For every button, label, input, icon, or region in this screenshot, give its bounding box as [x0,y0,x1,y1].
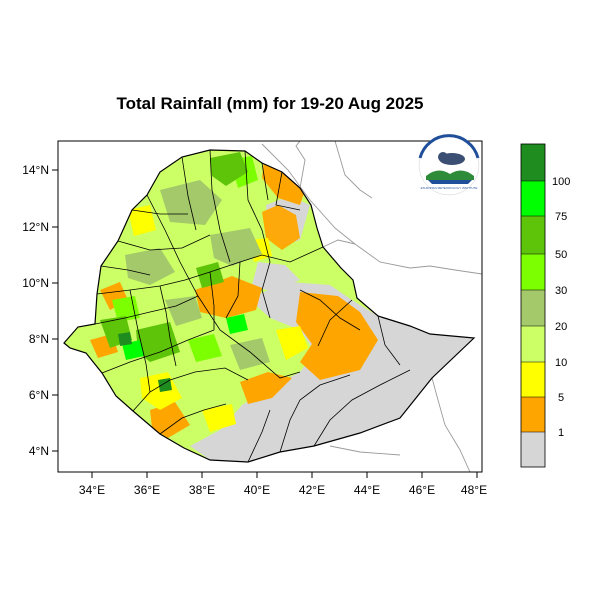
country-outline [63,149,476,463]
admin-boundaries [94,150,411,462]
x-tick-label: 38°E [189,483,215,497]
legend-swatch [521,181,545,216]
legend-label: 100 [552,176,570,188]
legend-label: 1 [558,427,564,439]
legend-label: 50 [555,249,567,261]
legend-swatch [521,216,545,254]
map-frame [57,140,483,473]
y-tick-label: 4°N [29,444,49,458]
axis-ticks [52,169,478,478]
institute-logo: ETHIOPIAN METEOROLOGY INSTITUTE [418,134,480,196]
x-tick-label: 42°E [299,483,325,497]
y-tick-label: 14°N [22,163,49,177]
legend-swatch [521,144,545,181]
x-tick-label: 36°E [134,483,160,497]
y-tick-label: 8°N [29,332,49,346]
y-tick-label: 12°N [22,220,49,234]
legend-label: 5 [558,392,564,404]
legend-swatch [521,254,545,290]
x-tick-label: 44°E [354,483,380,497]
y-tick-label: 10°N [22,276,49,290]
legend-swatch [521,290,545,326]
legend-swatch [521,326,545,362]
y-tick-label: 6°N [29,388,49,402]
hills-icon [426,170,474,180]
legend-swatch [521,397,545,432]
logo-text: ETHIOPIAN METEOROLOGY INSTITUTE [421,186,478,190]
legend-label: 10 [555,357,567,369]
map-title: Total Rainfall (mm) for 19-20 Aug 2025 [116,94,424,113]
legend-label: 30 [555,285,567,297]
legend-swatch [521,432,545,467]
x-tick-label: 46°E [409,483,435,497]
neighbor-borders [261,141,482,472]
x-tick-label: 48°E [461,483,487,497]
x-tick-label: 34°E [79,483,105,497]
rainfall-field [64,150,474,462]
x-tick-label: 40°E [244,483,270,497]
legend-label: 75 [555,211,567,223]
color-legend: 1 5 10 20 30 50 75 100 [520,143,570,468]
legend-swatch [521,362,545,397]
legend-label: 20 [555,321,567,333]
